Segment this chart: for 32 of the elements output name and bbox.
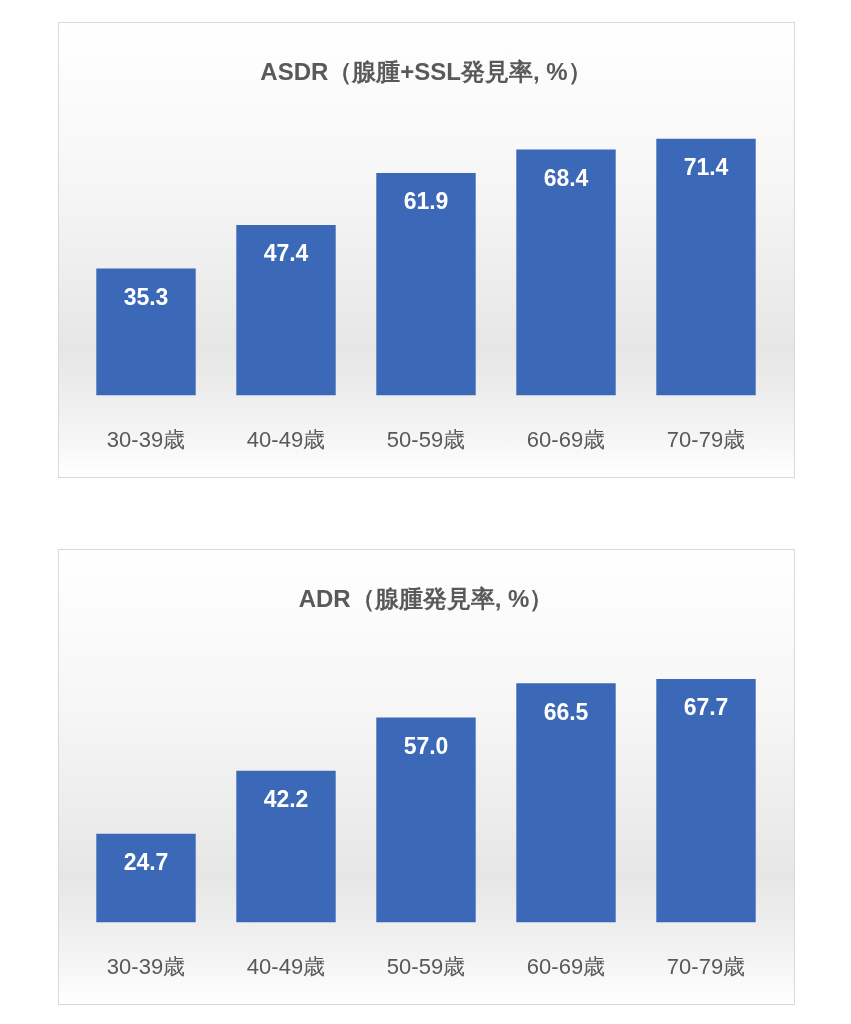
x-tick-label: 50-59歳: [386, 426, 466, 452]
data-label: 57.0: [403, 732, 449, 759]
data-label: 47.4: [263, 240, 309, 267]
data-label: 35.3: [123, 283, 169, 310]
x-tick-label: 70-79歳: [666, 953, 746, 979]
bar: [656, 138, 756, 396]
bar: [236, 225, 336, 396]
bar: [376, 717, 476, 923]
data-label: 66.5: [543, 698, 589, 725]
x-tick-label: 30-39歳: [106, 426, 186, 452]
data-label: 24.7: [123, 849, 169, 876]
data-label: 71.4: [683, 154, 729, 181]
x-tick-label: 50-59歳: [386, 953, 466, 979]
data-label: 68.4: [543, 164, 589, 191]
bar: [236, 770, 336, 923]
x-tick-label: 70-79歳: [666, 426, 746, 452]
bar: [656, 679, 756, 923]
data-label: 61.9: [403, 188, 449, 215]
chart-title: ADR（腺腫発見率, %）: [298, 585, 554, 613]
x-tick-label: 60-69歳: [526, 953, 606, 979]
data-label: 42.2: [263, 786, 309, 813]
bar: [516, 683, 616, 923]
x-tick-label: 30-39歳: [106, 953, 186, 979]
x-tick-label: 40-49歳: [246, 426, 326, 452]
data-label: 67.7: [683, 694, 729, 721]
bar: [516, 149, 616, 396]
chart-title: ASDR（腺腫+SSL発見率, %）: [260, 58, 592, 86]
x-tick-label: 60-69歳: [526, 426, 606, 452]
x-tick-label: 40-49歳: [246, 953, 326, 979]
bar: [96, 268, 196, 396]
bar: [376, 172, 476, 396]
bar: [96, 833, 196, 923]
